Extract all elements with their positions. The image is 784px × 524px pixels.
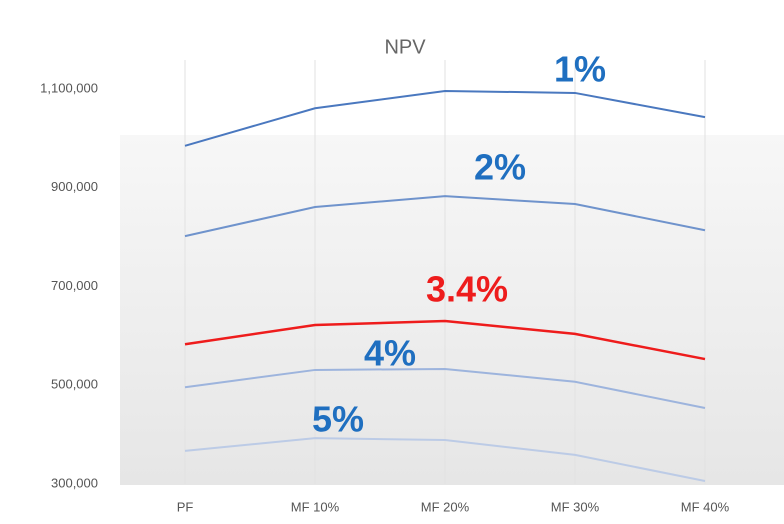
series-label: 5% (312, 399, 364, 440)
y-tick-label: 500,000 (51, 377, 98, 392)
y-tick-label: 900,000 (51, 179, 98, 194)
y-tick-label: 700,000 (51, 278, 98, 293)
x-tick-label: PF (177, 499, 194, 514)
x-tick-label: MF 10% (291, 499, 340, 514)
series-label: 4% (364, 333, 416, 374)
series-label: 1% (554, 49, 606, 90)
y-tick-label: 1,100,000 (40, 80, 98, 95)
plot-background (120, 135, 784, 485)
series-line (184, 195, 706, 238)
series-line (184, 319, 706, 361)
series-line (184, 437, 706, 483)
x-tick-label: MF 30% (551, 499, 600, 514)
x-tick-label: MF 20% (421, 499, 470, 514)
chart-title: NPV (384, 36, 426, 58)
series-line (184, 89, 706, 147)
series-label: 3.4% (426, 269, 508, 310)
series-line (184, 367, 706, 409)
y-tick-label: 300,000 (51, 475, 98, 490)
series-label: 2% (474, 147, 526, 188)
x-tick-label: MF 40% (681, 499, 730, 514)
